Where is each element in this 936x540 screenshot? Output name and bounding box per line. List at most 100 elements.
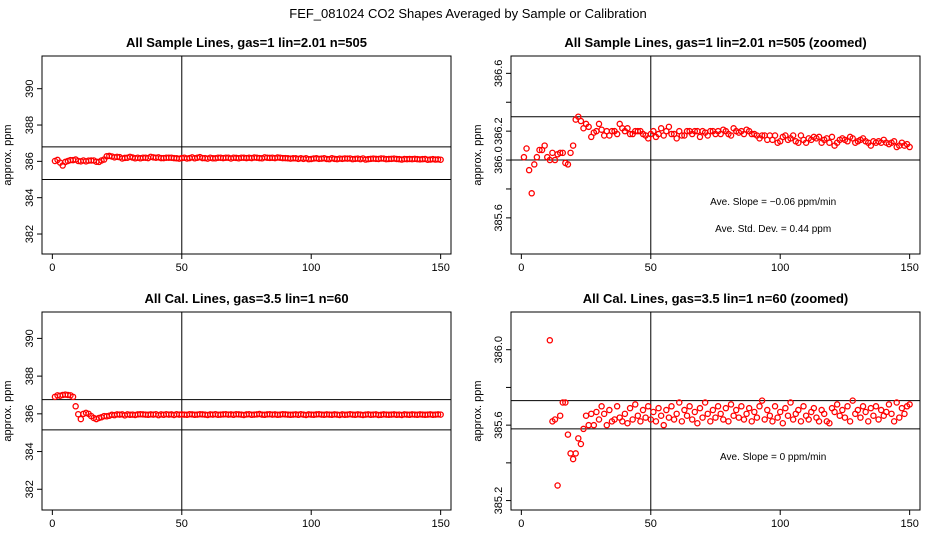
plot-frame: [41, 55, 452, 255]
data-point: [546, 337, 554, 344]
data-point: [587, 410, 595, 418]
data-point: [758, 397, 766, 404]
data-point: [800, 403, 807, 410]
data-point: [898, 404, 906, 412]
data-point: [673, 135, 680, 142]
chart-title: All Sample Lines, gas=1 lin=2.01 n=505: [126, 35, 367, 50]
data-point: [556, 149, 564, 157]
chart-panel-2: All Sample Lines, gas=1 lin=2.01 n=505 (…: [472, 35, 921, 274]
data-point: [740, 416, 748, 423]
data-point: [575, 435, 582, 442]
series-points: [51, 152, 444, 169]
data-point: [709, 406, 717, 414]
y-tick-label: 390: [24, 80, 36, 98]
data-point: [795, 406, 802, 414]
data-point: [564, 161, 572, 168]
data-point: [590, 421, 598, 429]
data-point: [784, 412, 792, 419]
data-point: [632, 401, 639, 408]
data-point: [815, 133, 823, 141]
x-tick-label: 150: [900, 262, 918, 274]
data-point: [531, 161, 538, 168]
chart-panel-3: All Cal. Lines, gas=3.5 lin=1 n=60 0 50 100…: [2, 291, 452, 530]
data-point: [696, 404, 704, 412]
x-tick-label: 0: [49, 262, 55, 274]
data-point: [678, 132, 686, 139]
data-point: [764, 406, 771, 414]
data-point: [559, 399, 567, 406]
data-point: [857, 414, 864, 421]
figure-title: FEF_081024 CO2 Shapes Averaged by Sample…: [289, 6, 646, 21]
data-point: [769, 418, 776, 425]
data-point: [644, 403, 652, 410]
data-point: [585, 123, 592, 131]
data-point: [668, 130, 675, 138]
data-point: [626, 404, 634, 412]
data-point: [629, 416, 636, 423]
data-point: [696, 133, 704, 141]
data-point: [743, 410, 750, 418]
data-point: [870, 412, 877, 419]
data-point: [668, 403, 675, 410]
y-tick-label: 385.2: [493, 487, 505, 515]
data-point: [434, 411, 442, 418]
data-point: [613, 130, 621, 138]
y-tick-label: 385.6: [493, 411, 505, 439]
x-tick-label: 50: [176, 262, 188, 274]
x-tick-label: 0: [518, 262, 524, 274]
data-point: [69, 393, 77, 401]
chart-title: All Cal. Lines, gas=3.5 lin=1 n=60 (zoom…: [583, 291, 849, 306]
data-point: [567, 149, 574, 157]
data-point: [694, 420, 701, 427]
x-tick-label: 150: [900, 518, 918, 530]
data-point: [688, 416, 696, 423]
data-point: [906, 401, 913, 408]
data-point: [525, 166, 533, 174]
x-tick-label: 150: [431, 262, 449, 274]
data-point: [437, 156, 444, 163]
data-point: [758, 132, 766, 139]
annotation: Ave. Slope = 0 ppm/min: [720, 452, 826, 463]
data-point: [681, 406, 688, 414]
data-point: [562, 399, 569, 406]
x-tick-label: 0: [518, 518, 524, 530]
data-point: [722, 404, 730, 412]
y-tick-label: 386.0: [493, 336, 505, 364]
annotation: Ave. Std. Dev. = 0.44 ppm: [715, 224, 831, 235]
y-tick-label: 382: [24, 225, 36, 243]
data-point: [748, 418, 755, 425]
data-point: [595, 120, 603, 128]
data-point: [849, 397, 856, 404]
data-point: [797, 418, 805, 425]
data-point: [727, 132, 735, 139]
data-point: [559, 149, 567, 157]
data-point: [595, 416, 603, 423]
data-point: [577, 117, 585, 125]
data-point: [779, 420, 787, 427]
data-point: [699, 414, 706, 421]
data-point: [846, 418, 854, 425]
data-point: [642, 414, 649, 421]
data-point: [528, 190, 535, 197]
y-tick-label: 385.6: [493, 204, 505, 232]
data-point: [815, 418, 823, 425]
y-axis-label: approx. ppm: [2, 380, 14, 441]
data-point: [787, 399, 794, 406]
data-point: [725, 418, 732, 425]
data-point: [551, 156, 559, 164]
data-point: [707, 127, 714, 135]
data-point: [608, 127, 616, 135]
data-point: [657, 412, 665, 419]
data-point: [77, 415, 85, 423]
data-point: [701, 399, 709, 406]
data-point: [655, 404, 662, 412]
data-point: [686, 403, 693, 410]
data-point: [598, 126, 605, 133]
data-point: [621, 410, 629, 418]
data-point: [598, 403, 605, 410]
data-point: [541, 142, 548, 149]
data-point: [732, 406, 740, 414]
data-point: [771, 132, 779, 139]
data-point: [652, 418, 660, 425]
